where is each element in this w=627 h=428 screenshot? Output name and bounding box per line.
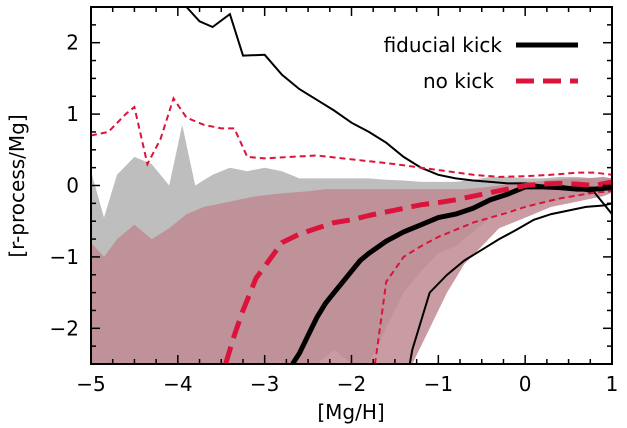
y-tick-label: 0 [66, 174, 79, 198]
legend-label-no-kick: no kick [423, 69, 494, 93]
legend-label-fiducial: fiducial kick [384, 33, 503, 57]
x-tick-label: −5 [76, 372, 105, 396]
fiducial-kick-lower-envelope [408, 202, 612, 364]
axis-tick-labels: −5 −4 −3 −2 −1 0 1 −2 −1 0 1 2 [50, 31, 619, 396]
x-tick-label: 0 [519, 372, 532, 396]
x-tick-label: −1 [424, 372, 453, 396]
no-kick-upper-envelope [91, 96, 612, 178]
x-tick-label: 1 [606, 372, 619, 396]
legend: fiducial kick no kick [384, 33, 578, 93]
y-tick-label: 2 [66, 31, 79, 55]
y-tick-label: 1 [66, 102, 79, 126]
fiducial-kick-line [290, 184, 612, 364]
x-axis-label: [Mg/H] [317, 400, 384, 424]
x-tick-label: −4 [163, 372, 192, 396]
x-tick-label: −2 [337, 372, 366, 396]
uncertainty-bands [91, 124, 612, 364]
y-tick-label: −1 [50, 245, 79, 269]
y-tick-label: −2 [50, 316, 79, 340]
x-tick-label: −3 [250, 372, 279, 396]
no-kick-line [223, 179, 612, 364]
no-kick-lower-envelope [373, 190, 612, 364]
axis-ticks [90, 6, 613, 365]
y-axis-label: [r-process/Mg] [5, 114, 29, 257]
median-lines [223, 179, 612, 364]
